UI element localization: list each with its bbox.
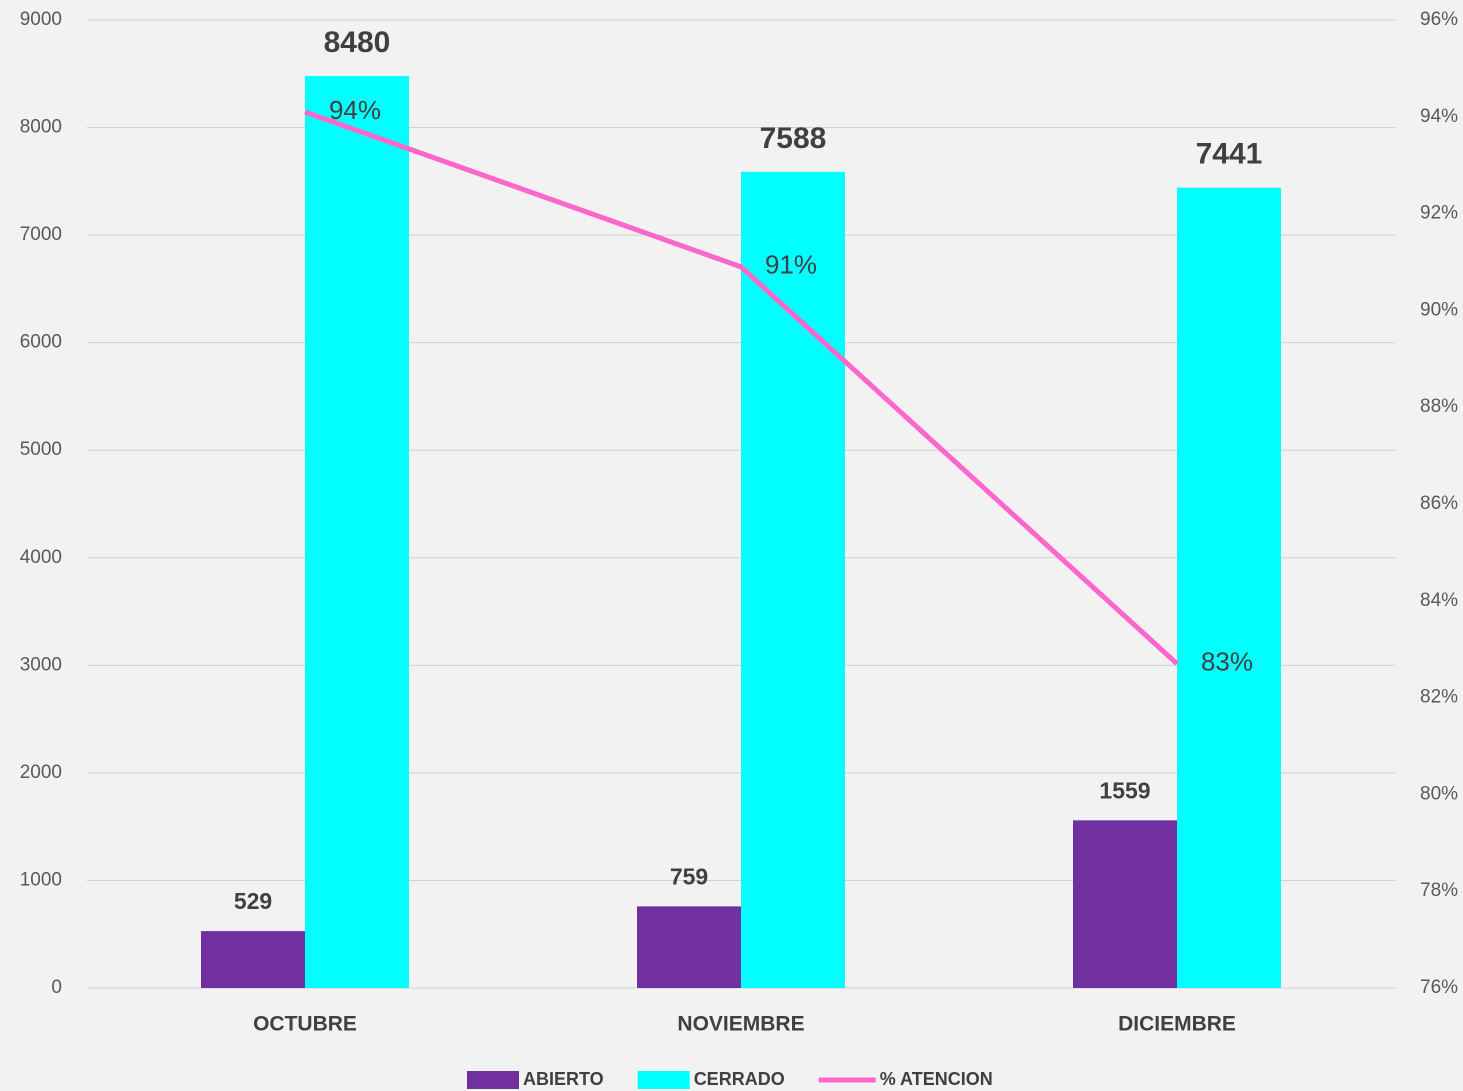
x-tick-label: NOVIEMBRE <box>677 1013 804 1036</box>
line-label: 83% <box>1201 647 1253 677</box>
line-label: 91% <box>765 250 817 280</box>
y2-tick-label: 90% <box>1420 299 1458 320</box>
bar-label: 1559 <box>1099 777 1150 803</box>
y2-tick-label: 84% <box>1420 590 1458 611</box>
bar <box>305 75 409 988</box>
legend-swatch <box>637 1071 690 1089</box>
x-tick-label: OCTUBRE <box>253 1013 357 1036</box>
y-tick-label: 3000 <box>20 654 62 675</box>
y2-tick-label: 78% <box>1420 880 1458 901</box>
bar <box>1073 820 1177 988</box>
y2-tick-label: 92% <box>1420 203 1458 224</box>
y-tick-label: 5000 <box>20 439 62 460</box>
legend-label: ABIERTO <box>523 1069 604 1089</box>
y-tick-label: 2000 <box>20 762 62 783</box>
line <box>304 109 1179 666</box>
bar-label: 759 <box>670 863 708 889</box>
bar-label: 7588 <box>760 122 827 155</box>
bar-label: 8480 <box>324 26 391 59</box>
y2-tick-label: 82% <box>1420 687 1458 708</box>
y-tick-label: 4000 <box>20 547 62 568</box>
legend-label: CERRADO <box>694 1069 785 1089</box>
y-tick-label: 9000 <box>20 9 62 30</box>
y-tick-label: 1000 <box>20 869 62 890</box>
legend-swatch <box>467 1071 519 1089</box>
y2-tick-label: 76% <box>1420 977 1458 998</box>
y-tick-label: 0 <box>51 977 62 998</box>
bar-label: 7441 <box>1196 138 1263 171</box>
y2-tick-label: 96% <box>1420 9 1458 30</box>
bar <box>201 931 305 988</box>
y2-tick-label: 80% <box>1420 783 1458 804</box>
x-tick-label: DICIEMBRE <box>1118 1013 1236 1036</box>
y-tick-label: 8000 <box>20 117 62 138</box>
y2-tick-label: 94% <box>1420 106 1458 127</box>
legend-label: % ATENCION <box>880 1069 993 1089</box>
y-tick-label: 6000 <box>20 332 62 353</box>
bar <box>637 906 741 988</box>
y2-tick-label: 86% <box>1420 493 1458 514</box>
bar <box>741 171 845 989</box>
y2-tick-label: 88% <box>1420 396 1458 417</box>
bar <box>1177 187 1281 989</box>
line-label: 94% <box>329 95 381 125</box>
y-tick-label: 7000 <box>20 224 62 245</box>
bar-label: 529 <box>234 888 272 914</box>
